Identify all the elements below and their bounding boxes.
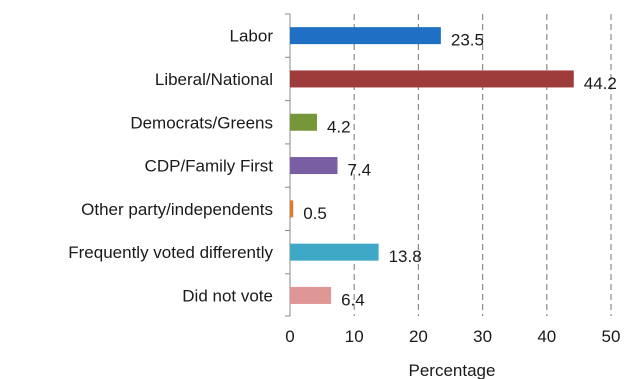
data-label: 0.5 <box>303 204 327 223</box>
category-label: Liberal/National <box>155 70 273 89</box>
data-label: 13.8 <box>389 247 422 266</box>
x-tick-label: 0 <box>285 327 294 346</box>
category-label: Democrats/Greens <box>130 113 273 132</box>
category-label: Frequently voted differently <box>68 243 273 262</box>
bars-group <box>285 13 574 317</box>
bar-1 <box>290 27 441 45</box>
grid-lines <box>353 14 612 316</box>
data-label: 6.4 <box>341 290 365 309</box>
x-tick-label: 10 <box>345 327 364 346</box>
data-label: 23.5 <box>451 31 484 50</box>
bar-7 <box>290 286 332 304</box>
x-axis-title: Percentage <box>409 361 496 379</box>
category-label: Other party/independents <box>81 200 273 219</box>
x-tick-label: 50 <box>602 327 621 346</box>
x-tick-labels: 0 10 20 30 40 50 <box>285 327 620 346</box>
category-labels: Labor Liberal/National Democrats/Greens CDP… <box>68 27 273 306</box>
data-label: 4.2 <box>327 117 351 136</box>
data-label: 7.4 <box>348 161 372 180</box>
x-tick-label: 40 <box>537 327 556 346</box>
bar-5 <box>290 200 294 218</box>
data-label: 44.2 <box>584 74 617 93</box>
data-labels: 23.5 44.2 4.2 7.4 0.5 13.8 6.4 <box>303 31 617 310</box>
x-tick-label: 30 <box>473 327 492 346</box>
category-label: CDP/Family First <box>145 157 274 176</box>
x-tick-label: 20 <box>409 327 428 346</box>
bar-2 <box>290 70 574 88</box>
bar-4 <box>290 157 338 175</box>
category-label: Labor <box>230 27 274 46</box>
category-label: Did not vote <box>182 286 273 305</box>
bar-6 <box>290 243 379 261</box>
bar-3 <box>290 113 317 131</box>
